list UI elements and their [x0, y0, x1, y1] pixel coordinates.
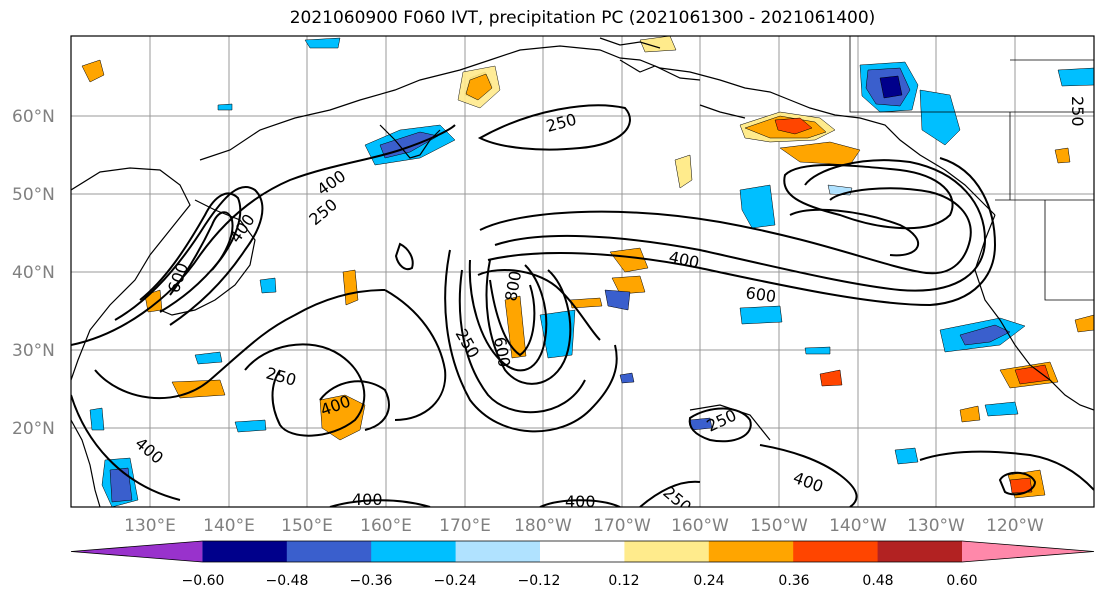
lon-label: 170°E: [439, 516, 491, 536]
longitude-labels: 130°E 140°E 150°E 160°E 170°E 180°W 170°…: [124, 516, 1044, 536]
colorbar-segment: [624, 541, 710, 562]
map-frame: [70, 35, 1095, 508]
colorbar-tick-label: 0.24: [693, 573, 724, 589]
colorbar-segment: [540, 541, 625, 562]
colorbar-tick-label: −0.48: [266, 573, 309, 589]
contour-label: 400: [565, 492, 596, 511]
lat-label: 20°N: [12, 419, 55, 439]
lat-label: 30°N: [12, 341, 55, 361]
colorbar-tick-label: 0.12: [608, 573, 639, 589]
colorbar-extend-high: [962, 541, 1094, 562]
colorbar-tick-labels: −0.60 −0.48 −0.36 −0.24 −0.12 0.12 0.24 …: [182, 573, 978, 589]
precip-negative-anomalies: [89, 37, 1094, 507]
colorbar-tick-label: −0.12: [518, 573, 561, 589]
precip-positive-anomalies: [81, 36, 1094, 499]
colorbar: [70, 540, 1095, 563]
colorbar-tick-label: −0.60: [182, 573, 225, 589]
colorbar-extend-low: [71, 541, 203, 562]
lon-label: 150°E: [281, 516, 333, 536]
colorbar-tick-label: 0.48: [862, 573, 893, 589]
lat-label: 60°N: [12, 107, 55, 127]
contour-label: 400: [352, 490, 383, 509]
ivt-contours: [71, 104, 1094, 507]
coastlines: [71, 37, 1094, 507]
lon-label: 160°E: [360, 516, 412, 536]
lon-label: 140°E: [203, 516, 255, 536]
colorbar-segment: [202, 541, 288, 562]
lon-label: 150°W: [750, 516, 808, 536]
lat-label: 40°N: [12, 263, 55, 283]
colorbar-outline: [70, 540, 1095, 563]
lon-label: 120°W: [986, 516, 1044, 536]
colorbar-segment: [708, 541, 794, 562]
colorbar-tick-label: −0.24: [434, 573, 477, 589]
colorbar-segment: [286, 541, 372, 562]
contour-label: 600: [744, 283, 777, 306]
colorbar-segment: [371, 541, 457, 562]
lon-label: 140°W: [829, 516, 887, 536]
contour-label: 250: [1068, 96, 1087, 127]
colorbar-tick-label: 0.36: [778, 573, 809, 589]
colorbar-segment: [877, 541, 963, 562]
lon-label: 180°W: [514, 516, 572, 536]
map-title: 2021060900 F060 IVT, precipitation PC (2…: [289, 8, 876, 28]
lon-label: 170°W: [593, 516, 651, 536]
latitude-labels: 60°N 50°N 40°N 30°N 20°N: [12, 107, 55, 439]
colorbar-tick-label: −0.36: [350, 573, 393, 589]
colorbar-segment: [455, 541, 541, 562]
lon-label: 130°E: [124, 516, 176, 536]
lat-label: 50°N: [12, 185, 55, 205]
lon-label: 130°W: [907, 516, 965, 536]
colorbar-segment: [793, 541, 879, 562]
lon-label: 160°W: [671, 516, 729, 536]
borders: [849, 36, 1094, 301]
colorbar-tick-label: 0.60: [946, 573, 977, 589]
